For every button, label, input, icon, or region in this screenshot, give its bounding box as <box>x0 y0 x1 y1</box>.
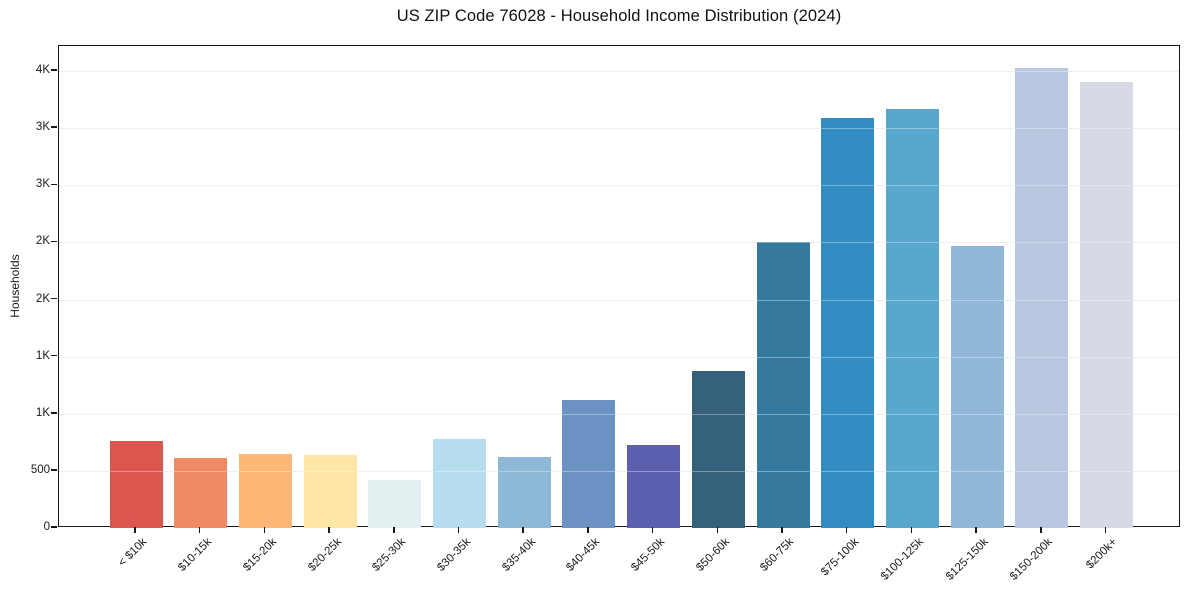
bar <box>368 480 422 528</box>
x-tick-label-text: $30-35k <box>435 536 473 574</box>
y-tick-mark <box>51 354 57 357</box>
bar <box>238 454 292 528</box>
y-tick-label: 1K <box>35 349 50 362</box>
gridline <box>59 356 1179 358</box>
x-tick-mark <box>1040 527 1042 533</box>
x-tick-mark <box>522 527 524 533</box>
x-tick-label-text: $25-30k <box>370 536 409 574</box>
x-tick-label-text: $45-50k <box>629 536 668 574</box>
y-tick-label: 0 <box>43 521 50 533</box>
bar <box>821 117 875 528</box>
x-tick-mark <box>1104 527 1107 533</box>
gridline-overlay <box>59 470 1179 472</box>
gridline <box>59 185 1179 187</box>
gridline-overlay <box>59 128 1179 130</box>
x-tick-label-text: $150-200k <box>1008 536 1056 583</box>
y-tick-mark <box>51 126 57 128</box>
x-tick-mark <box>845 527 848 533</box>
x-tick-label-text: $200k+ <box>1084 536 1120 572</box>
bar <box>303 454 357 528</box>
gridline-overlay <box>59 356 1179 358</box>
x-tick-mark <box>651 527 654 533</box>
x-tick-mark <box>781 527 783 533</box>
x-tick-mark <box>263 527 266 533</box>
gridline <box>59 128 1179 130</box>
y-tick-label: 500 <box>30 463 50 476</box>
bar <box>1080 82 1133 528</box>
x-tick-label-text: $20-25k <box>305 536 344 574</box>
y-tick-label: 4K <box>35 64 50 76</box>
chart-title: US ZIP Code 76028 - Household Income Dis… <box>396 7 842 25</box>
y-tick-mark <box>51 526 57 528</box>
x-tick-label-text: $75-100k <box>818 536 862 579</box>
x-tick-label-text: $50-60k <box>693 536 732 574</box>
x-tick-label-text: $100-125k <box>878 536 926 583</box>
x-tick-mark <box>328 527 330 533</box>
bar <box>756 242 810 528</box>
x-tick-mark <box>198 527 201 533</box>
y-tick-label: 1K <box>35 406 50 419</box>
gridline <box>59 71 1179 72</box>
x-tick-mark <box>393 527 395 533</box>
y-tick-mark <box>51 469 57 471</box>
y-axis-label: Households <box>8 254 22 318</box>
gridline-overlay <box>59 71 1179 72</box>
x-tick-label-text: $35-40k <box>499 536 538 574</box>
bar <box>174 457 228 528</box>
x-tick-mark <box>975 527 977 533</box>
x-tick-label-text: $10-15k <box>176 536 215 574</box>
gridline <box>59 299 1179 301</box>
gridline-overlay <box>59 299 1179 301</box>
y-tick-mark <box>51 412 57 414</box>
x-tick-label-text: $40-45k <box>564 536 603 574</box>
x-tick-mark <box>910 527 913 533</box>
bar <box>497 457 551 528</box>
y-tick-mark <box>51 69 57 71</box>
bar <box>1015 68 1069 528</box>
bar <box>691 371 745 528</box>
bar <box>433 439 486 528</box>
plot-area <box>58 45 1180 528</box>
x-tick-label-text: $60-75k <box>758 536 797 574</box>
gridline <box>59 470 1179 472</box>
x-tick-label-text: < $10k <box>116 536 150 570</box>
y-tick-label: 2K <box>35 235 50 248</box>
y-tick-label: 2K <box>35 292 50 305</box>
x-tick-mark <box>134 527 136 533</box>
gridline <box>59 242 1179 244</box>
gridline-overlay <box>59 413 1179 415</box>
x-tick-label-text: $125-150k <box>943 536 991 583</box>
gridline <box>59 413 1179 415</box>
bar <box>950 246 1004 528</box>
gridline-overlay <box>59 242 1179 244</box>
y-tick-mark <box>51 297 57 300</box>
x-tick-mark <box>587 527 589 533</box>
x-tick-label-text: $15-20k <box>241 536 279 574</box>
bar <box>109 440 163 528</box>
y-tick-mark <box>51 183 57 185</box>
bar <box>885 108 939 528</box>
gridline-overlay <box>59 185 1179 187</box>
x-tick-mark <box>716 527 719 533</box>
y-tick-mark <box>51 240 57 243</box>
bar <box>562 400 616 528</box>
y-tick-label: 3K <box>35 121 50 134</box>
y-tick-label: 3K <box>35 178 50 191</box>
x-tick-mark <box>457 527 460 533</box>
bar <box>627 444 681 528</box>
